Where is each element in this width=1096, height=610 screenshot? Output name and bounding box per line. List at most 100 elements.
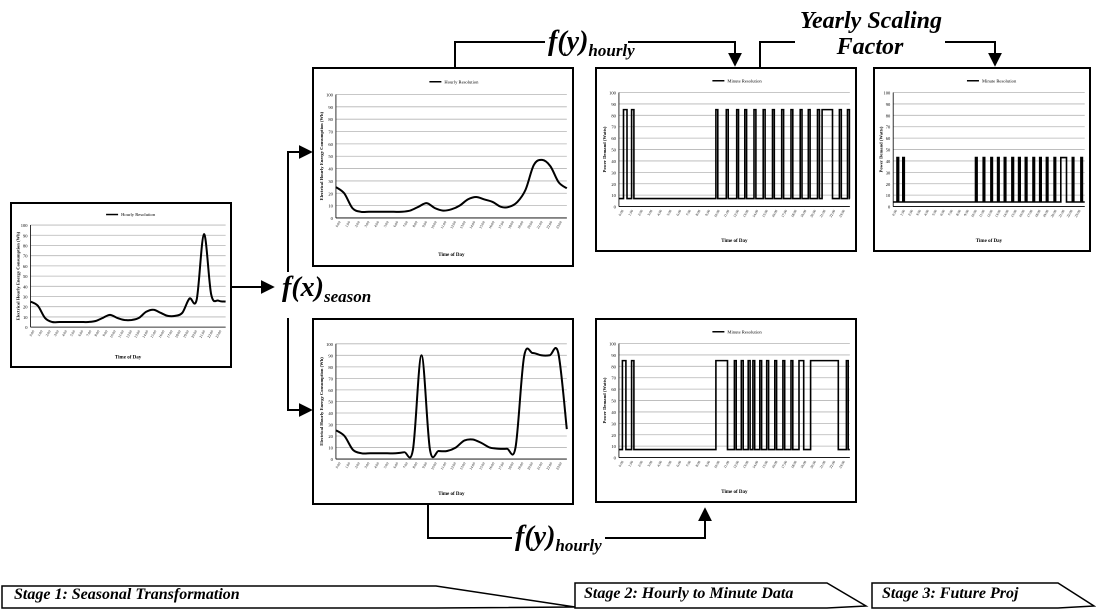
- x-tick-label: 6:00: [393, 220, 400, 228]
- x-tick-label: 10:00: [430, 461, 438, 470]
- x-tick-label: 11:00: [440, 220, 448, 229]
- arrow-yearly-scaling: [759, 41, 995, 67]
- y-tick-label: 80: [611, 113, 616, 118]
- arrow-season-to-bottom: [287, 318, 313, 417]
- stage-3-chevron: [871, 582, 1096, 609]
- x-tick-label: 16:00: [771, 209, 779, 218]
- y-axis-title: Electrical Hourly Energy Consumption (Wh…: [319, 357, 324, 446]
- x-tick-label: 18:00: [790, 209, 798, 218]
- x-tick-label: 13:00: [994, 209, 1002, 218]
- x-tick-label: 13:00: [459, 220, 467, 229]
- season-function-base: f(x): [282, 272, 324, 303]
- y-tick-label: 30: [328, 179, 333, 184]
- x-axis-title: Time of Day: [721, 490, 748, 495]
- chart-input-hourly: 0 10 20 30 40 50 60 70 80 90 100 0:00 1:00 2:00 3:00 4:…: [10, 202, 232, 368]
- y-tick-label: 70: [611, 125, 616, 130]
- chart-svg-input: 0 10 20 30 40 50 60 70 80 90 100 0:00 1:00 2:00 3:00 4:…: [16, 212, 226, 361]
- series-line: [618, 359, 850, 451]
- legend-label: Minute Resolution: [727, 78, 762, 83]
- y-tick-label: 10: [328, 204, 333, 209]
- y-tick-label: 80: [23, 243, 28, 248]
- x-tick-label: 15:00: [150, 329, 158, 338]
- x-tick-label: 19:00: [1042, 209, 1050, 218]
- y-tick-label: 60: [328, 388, 333, 393]
- x-tick-label: 14:00: [142, 329, 150, 338]
- x-tick-label: 17:00: [781, 209, 789, 218]
- chart-svg-season-a: 0 10 20 30 40 50 60 70 80 90 100 0:00 1:00 2:00 3:00 4:…: [319, 79, 568, 258]
- x-tick-label: 5:00: [383, 220, 390, 228]
- y-tick-label: 70: [328, 376, 333, 381]
- x-tick-label: 3:00: [53, 329, 60, 337]
- y-tick-label: 40: [23, 284, 28, 289]
- y-tick-label: 30: [886, 170, 891, 175]
- y-tick-label: 80: [886, 113, 891, 118]
- y-tick-label: 90: [611, 353, 616, 358]
- series-line: [618, 108, 851, 200]
- y-tick-label: 70: [23, 254, 28, 259]
- x-tick-label: 12:00: [733, 209, 741, 218]
- x-tick-label: 14:00: [469, 461, 477, 470]
- x-tick-label: 20:00: [526, 461, 534, 470]
- y-tick-label: 60: [886, 136, 891, 141]
- stage-1-label: Stage 1: Seasonal Transformation: [14, 586, 240, 603]
- x-tick-label: 21:00: [536, 220, 544, 229]
- x-tick-label: 8:00: [695, 460, 702, 468]
- x-tick-label: 19:00: [517, 461, 525, 470]
- y-axis-title: Power Demand (Watts): [602, 377, 607, 423]
- x-tick-label: 3:00: [364, 220, 371, 228]
- y-tick-label: 20: [328, 434, 333, 439]
- x-tick-label: 7:00: [402, 461, 409, 469]
- x-tick-label: 14:00: [469, 220, 477, 229]
- x-tick-label: 4:00: [61, 329, 68, 337]
- chart-future-projection: 0 10 20 30 40 50 60 70 80 90 100 0:00 1:00 2:00 3:00 4:…: [873, 67, 1091, 252]
- y-tick-label: 100: [609, 91, 617, 96]
- series-line: [893, 156, 1085, 203]
- x-tick-label: 19:00: [517, 220, 525, 229]
- x-tick-label: 23:00: [838, 460, 846, 469]
- chart-minute-b: 0 10 20 30 40 50 60 70 80 90 100 0:00 1:00 2:00 3:00 4:…: [595, 318, 857, 503]
- chart-svg-season-b: 0 10 20 30 40 50 60 70 80 90 100 0:00 1:00 2:00 3:00 4:…: [319, 342, 568, 497]
- y-axis-title: Electrical Hourly Energy Consumption (Wh…: [319, 111, 324, 200]
- x-tick-label: 6:00: [676, 460, 683, 468]
- y-tick-label: 10: [328, 446, 333, 451]
- y-tick-label: 90: [328, 353, 333, 358]
- x-tick-label: 22:00: [1066, 209, 1074, 218]
- x-tick-label: 20:00: [809, 209, 817, 218]
- x-tick-label: 0:00: [618, 209, 625, 217]
- y-tick-label: 20: [611, 433, 616, 438]
- y-tick-label: 20: [328, 191, 333, 196]
- x-tick-label: 9:00: [705, 209, 712, 217]
- x-tick-label: 1:00: [37, 329, 44, 337]
- x-tick-label: 16:00: [771, 460, 779, 469]
- x-tick-label: 3:00: [364, 461, 371, 469]
- x-tick-label: 17:00: [1026, 209, 1034, 218]
- y-tick-label: 90: [886, 102, 891, 107]
- x-tick-label: 23:00: [838, 209, 846, 218]
- stage-2-chevron: [574, 582, 869, 609]
- y-tick-label: 100: [326, 342, 334, 347]
- x-tick-label: 1:00: [628, 460, 635, 468]
- x-tick-label: 18:00: [507, 220, 515, 229]
- x-tick-label: 7:00: [947, 209, 954, 217]
- x-tick-label: 3:00: [647, 209, 654, 217]
- x-tick-label: 17:00: [498, 461, 506, 470]
- x-tick-label: 14:00: [752, 209, 760, 218]
- x-tick-label: 18:00: [174, 329, 182, 338]
- x-tick-label: 21:00: [199, 329, 207, 338]
- x-tick-label: 17:00: [781, 460, 789, 469]
- x-tick-label: 20:00: [1050, 209, 1058, 218]
- x-tick-label: 11:00: [723, 209, 731, 218]
- x-axis-title: Time of Day: [438, 492, 465, 497]
- x-axis-title: Time of Day: [976, 239, 1003, 244]
- x-tick-label: 10:00: [430, 220, 438, 229]
- y-tick-label: 70: [886, 125, 891, 130]
- y-tick-label: 30: [23, 295, 28, 300]
- x-tick-label: 2:00: [907, 209, 914, 217]
- x-tick-label: 11:00: [723, 460, 731, 469]
- x-tick-label: 7:00: [402, 220, 409, 228]
- chart-svg-future: 0 10 20 30 40 50 60 70 80 90 100 0:00 1:00 2:00 3:00 4:…: [878, 78, 1085, 244]
- y-tick-label: 60: [611, 136, 616, 141]
- y-tick-label: 100: [326, 92, 334, 97]
- y-tick-label: 40: [328, 411, 333, 416]
